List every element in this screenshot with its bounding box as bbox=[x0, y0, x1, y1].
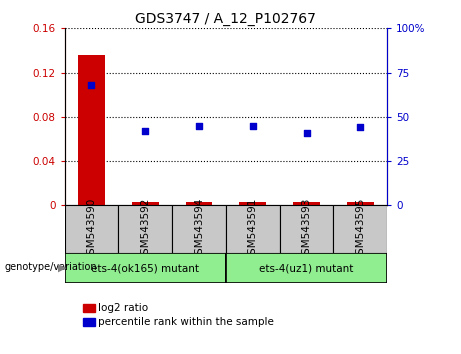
Title: GDS3747 / A_12_P102767: GDS3747 / A_12_P102767 bbox=[136, 12, 316, 26]
Text: log2 ratio: log2 ratio bbox=[98, 303, 148, 313]
Point bbox=[357, 125, 364, 130]
Text: percentile rank within the sample: percentile rank within the sample bbox=[98, 317, 274, 327]
Bar bbox=[226, 253, 387, 283]
Bar bbox=[239, 202, 266, 205]
Bar bbox=[65, 253, 226, 283]
Text: GSM543594: GSM543594 bbox=[194, 198, 204, 261]
Point bbox=[142, 128, 149, 134]
Text: GSM543593: GSM543593 bbox=[301, 198, 312, 261]
Bar bbox=[172, 205, 226, 253]
Text: GSM543592: GSM543592 bbox=[140, 198, 150, 261]
Text: genotype/variation: genotype/variation bbox=[5, 262, 97, 272]
Point bbox=[195, 123, 203, 129]
Bar bbox=[118, 205, 172, 253]
Bar bbox=[65, 205, 118, 253]
Text: ets-4(ok165) mutant: ets-4(ok165) mutant bbox=[91, 263, 199, 273]
Text: GSM543590: GSM543590 bbox=[86, 198, 96, 261]
Bar bbox=[132, 202, 159, 205]
Point bbox=[88, 82, 95, 88]
Text: ets-4(uz1) mutant: ets-4(uz1) mutant bbox=[260, 263, 354, 273]
Point bbox=[303, 130, 310, 136]
Text: GSM543591: GSM543591 bbox=[248, 198, 258, 261]
Point bbox=[249, 123, 256, 129]
Bar bbox=[347, 202, 374, 205]
Bar bbox=[226, 205, 280, 253]
Bar bbox=[333, 205, 387, 253]
Bar bbox=[293, 202, 320, 205]
Text: ▶: ▶ bbox=[58, 262, 66, 272]
Bar bbox=[78, 55, 105, 205]
Text: GSM543595: GSM543595 bbox=[355, 198, 366, 261]
Bar bbox=[280, 205, 333, 253]
Bar bbox=[185, 202, 213, 205]
